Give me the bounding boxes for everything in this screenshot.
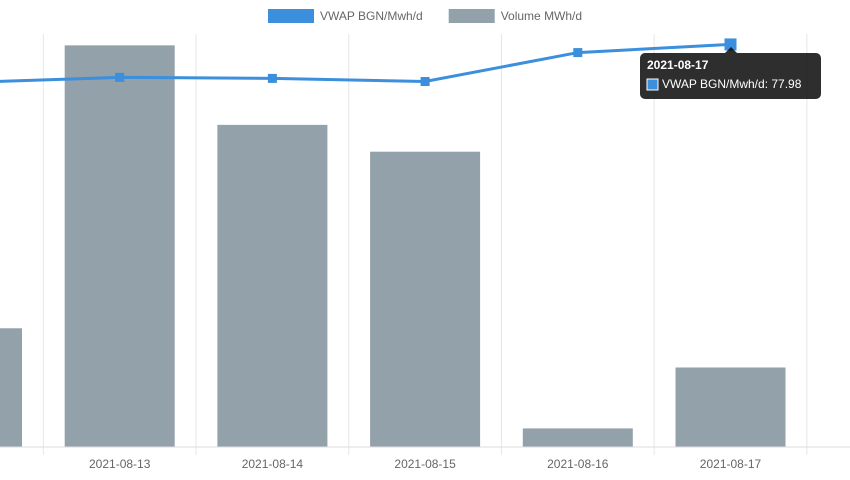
tooltip-box <box>640 53 821 99</box>
bar[interactable] <box>217 124 328 448</box>
bar[interactable] <box>370 151 481 447</box>
line-point[interactable] <box>724 38 737 51</box>
bar[interactable] <box>0 328 22 447</box>
x-tick-label: 2021-08-13 <box>89 457 151 471</box>
x-axis: 2021-08-122021-08-132021-08-142021-08-15… <box>0 446 850 471</box>
lines <box>0 38 737 86</box>
legend-swatch[interactable] <box>268 9 314 23</box>
legend-label[interactable]: Volume MWh/d <box>501 9 582 23</box>
bars <box>0 45 786 448</box>
line-point[interactable] <box>420 76 430 86</box>
tooltip-text: VWAP BGN/Mwh/d: 77.98 <box>662 77 802 91</box>
grid <box>42 34 808 455</box>
x-tick-label: 2021-08-14 <box>242 457 304 471</box>
line <box>0 42 731 83</box>
bar[interactable] <box>675 367 786 447</box>
line-point[interactable] <box>267 73 277 83</box>
tooltip: 2021-08-17 VWAP BGN/Mwh/d: 77.98 <box>640 47 821 99</box>
x-tick-label: 2021-08-17 <box>700 457 762 471</box>
legend-label[interactable]: VWAP BGN/Mwh/d <box>320 9 423 23</box>
tooltip-swatch <box>646 78 659 91</box>
legend: VWAP BGN/Mwh/d Volume MWh/d <box>268 9 582 23</box>
line-point[interactable] <box>115 72 125 82</box>
tooltip-caret <box>725 47 737 53</box>
line-point[interactable] <box>573 48 583 58</box>
legend-swatch[interactable] <box>448 9 495 23</box>
x-tick-label: 2021-08-15 <box>394 457 456 471</box>
bar[interactable] <box>522 428 633 447</box>
bar[interactable] <box>64 45 175 448</box>
x-tick-label: 2021-08-16 <box>547 457 609 471</box>
tooltip-title: 2021-08-17 <box>647 58 709 72</box>
